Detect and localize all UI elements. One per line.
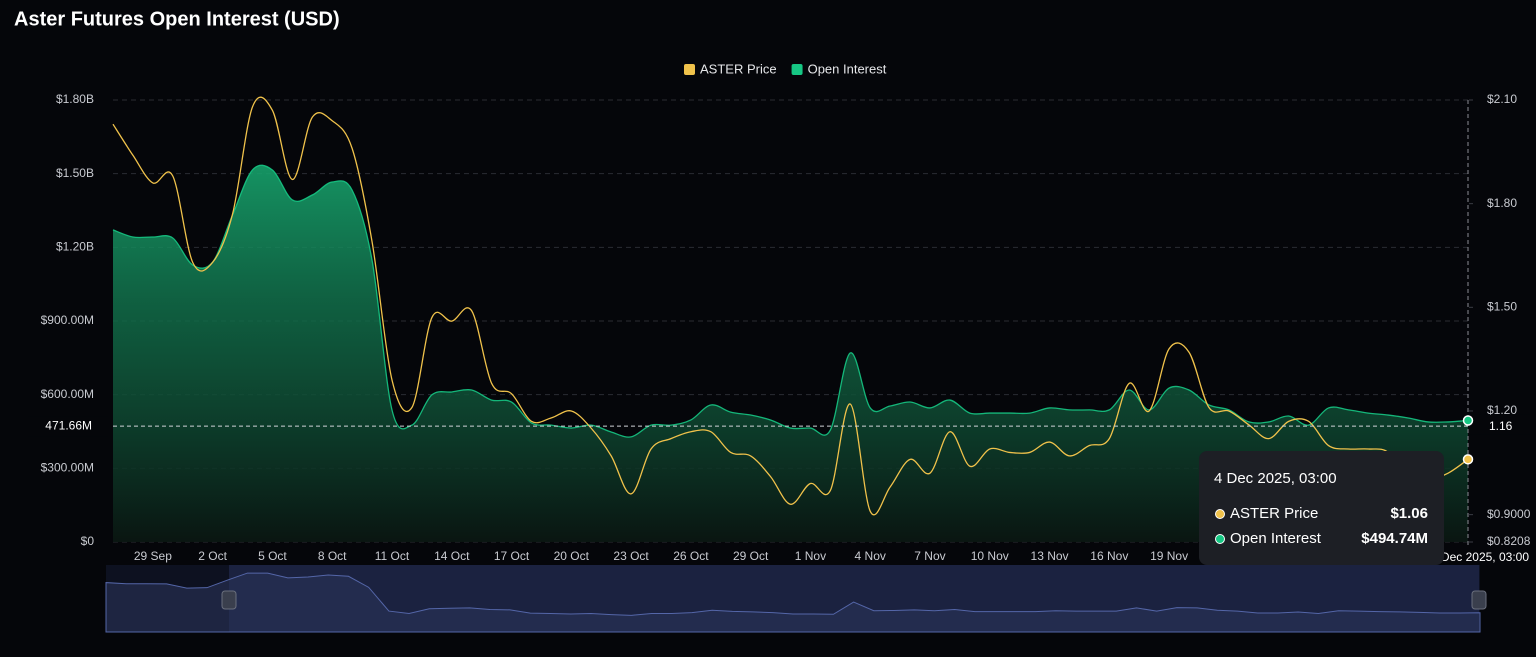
crosshair-x-label: 4 Dec 2025, 03:00 [1431,550,1529,564]
tooltip-value: $494.74M [1361,530,1428,547]
y-tick-label: $1.50B [56,166,94,180]
y2-tick-label: $1.20 [1487,403,1517,417]
x-tick-label: 16 Nov [1090,549,1128,563]
x-tick-label: 19 Nov [1150,549,1188,563]
crosshair-box [28,416,108,437]
x-tick-label: 23 Oct [613,549,649,563]
crosshair-box [1470,414,1530,435]
price-line [112,96,1469,516]
navigator-handle[interactable] [221,590,237,610]
x-tick-label: 10 Nov [971,549,1009,563]
y2-tick-label: $1.80 [1487,196,1517,210]
x-tick-label: 8 Oct [318,549,347,563]
y-tick-label: $0 [81,534,95,548]
y-tick-label: $1.20B [56,240,94,254]
x-tick-label: 17 Oct [494,549,530,563]
tooltip-value: $1.06 [1390,505,1428,522]
tooltip-dot [1215,509,1225,519]
x-tick-label: 2 Oct [198,549,227,563]
x-tick-label: 4 Nov [855,549,886,563]
y2-tick-label: $0.8208 [1487,534,1531,548]
x-tick-label: 20 Oct [554,549,590,563]
navigator-handle[interactable] [1471,590,1487,610]
tooltip-dot [1215,534,1225,544]
chart-title: Aster Futures Open Interest (USD) [14,8,340,30]
tooltip-date: 4 Dec 2025, 03:00 [1214,470,1337,487]
y-tick-label: $900.00M [41,313,94,327]
y2-tick-label: $0.9000 [1487,507,1531,521]
area-fill [113,165,1468,542]
tooltip-series-name: Open Interest [1230,530,1322,547]
y-tick-label: $1.80B [56,92,94,106]
crosshair-y-label: 471.66M [45,418,92,432]
x-tick-label: 11 Oct [375,549,410,563]
y-tick-label: $300.00M [41,461,94,475]
x-tick-label: 5 Oct [258,549,287,563]
y2-tick-label: $1.50 [1487,299,1517,313]
legend-label[interactable]: Open Interest [808,61,887,76]
crosshair-y2-label: 1.16 [1489,419,1513,433]
x-tick-label: 14 Oct [434,549,470,563]
x-tick-label: 29 Sep [134,549,172,563]
tooltip-series-name: ASTER Price [1230,505,1318,522]
hover-point [1462,454,1474,465]
legend-swatch [791,64,803,75]
x-tick-label: 1 Nov [795,549,826,563]
x-tick-label: 13 Nov [1031,549,1069,563]
y-tick-label: $600.00M [41,387,94,401]
legend-label[interactable]: ASTER Price [700,61,777,76]
legend-swatch [684,64,695,75]
navigator-series [105,572,1481,633]
hover-point [1462,415,1474,426]
x-tick-label: 29 Oct [733,549,769,563]
x-tick-label: 7 Nov [914,549,945,563]
x-tick-label: 26 Oct [673,549,709,563]
y2-tick-label: $2.10 [1487,92,1517,106]
tooltip-box [1199,451,1444,565]
area-line [112,164,1469,438]
